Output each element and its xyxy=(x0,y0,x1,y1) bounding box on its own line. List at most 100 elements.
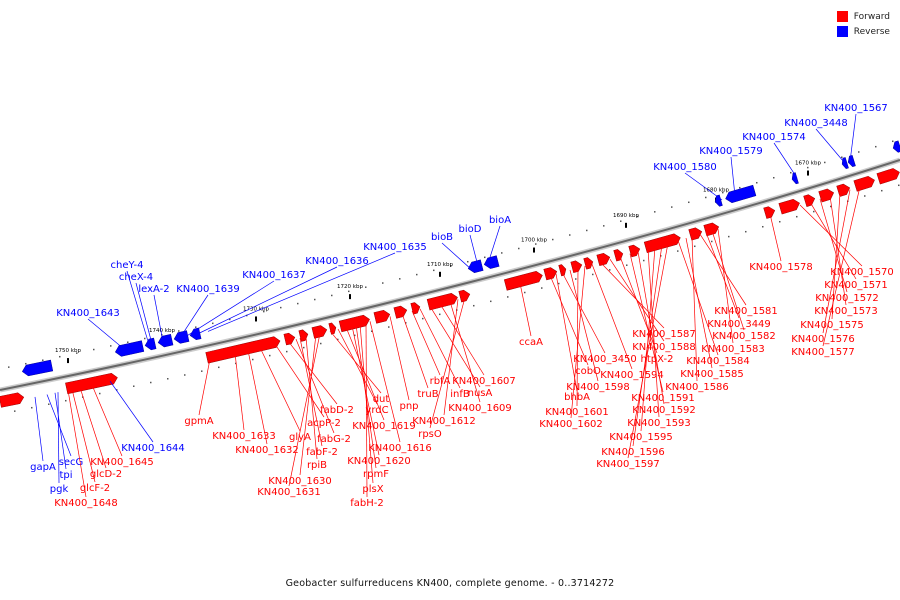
gene-label-plsx: plsX xyxy=(362,484,383,495)
ruler-dot xyxy=(694,245,696,248)
leader-glya xyxy=(259,347,301,432)
ruler-dot xyxy=(484,256,486,259)
gene-label-kn400-1643: KN400_1643 xyxy=(56,308,120,319)
gene-label-ccaa: ccaA xyxy=(519,337,543,348)
forward-gene-arrow xyxy=(458,289,471,303)
ruler-dot xyxy=(405,322,407,324)
forward-gene-arrow xyxy=(426,292,458,311)
leader-tpi xyxy=(54,392,67,470)
leader-kn400-1571 xyxy=(809,201,857,280)
ruler-dot xyxy=(303,346,305,349)
ruler-dot xyxy=(575,278,577,280)
leader-gapa xyxy=(34,396,44,462)
ruler-dot xyxy=(229,318,231,321)
forward-gene-arrow xyxy=(596,252,611,267)
gene-label-kn400-3450: KN400_3450 xyxy=(573,354,637,365)
forward-gene-arrow xyxy=(543,267,558,281)
ruler-tick xyxy=(625,222,627,228)
leader-kn400-1644 xyxy=(109,380,154,443)
ruler-dot xyxy=(875,145,877,148)
leader-kn400-1637 xyxy=(185,280,275,337)
forward-gene-arrow xyxy=(818,188,835,203)
leader-kn400-1616 xyxy=(369,321,401,443)
ruler-dot xyxy=(830,205,832,208)
gene-label-yrdc: yrdC xyxy=(365,405,388,416)
reverse-gene-arrow xyxy=(847,154,856,167)
gene-label-kn400-1601: KN400_1601 xyxy=(545,407,609,418)
ruler-dot xyxy=(864,195,866,197)
ruler-dot xyxy=(280,306,282,309)
ruler-dot xyxy=(320,342,322,345)
leader-cobo xyxy=(549,275,589,366)
ruler-dot xyxy=(99,392,101,395)
reverse-gene-arrow xyxy=(173,330,190,344)
ruler-dot xyxy=(518,247,520,250)
ruler-dot xyxy=(382,282,384,284)
reverse-gene-arrow xyxy=(144,337,157,351)
leader-yrdc xyxy=(337,328,378,405)
gene-label-kn400-1635: KN400_1635 xyxy=(363,242,427,253)
ruler-dot xyxy=(858,151,860,153)
ruler-dot xyxy=(558,282,560,285)
ruler-dot xyxy=(439,313,441,316)
gene-label-kn400-1632: KN400_1632 xyxy=(235,445,299,456)
gene-label-kn400-1577: KN400_1577 xyxy=(791,347,855,358)
ruler-dot xyxy=(688,201,690,204)
leader-kn400-1630 xyxy=(299,334,317,476)
leader-kn400-1567 xyxy=(849,113,857,162)
ruler-dot xyxy=(116,389,118,391)
gene-label-kn400-1630: KN400_1630 xyxy=(268,476,332,487)
ruler-tick-label: 1740 kbp xyxy=(149,328,175,334)
leader-kn400-1619 xyxy=(345,326,385,421)
ruler-dot xyxy=(59,355,61,358)
forward-gene-arrow xyxy=(876,168,900,185)
gene-label-fabh-2: fabH-2 xyxy=(350,498,384,509)
ruler-dot xyxy=(354,334,356,337)
ruler-dot xyxy=(184,374,186,376)
gene-label-kn400-1576: KN400_1576 xyxy=(791,334,855,345)
gene-label-kn400-1598: KN400_1598 xyxy=(566,382,630,393)
legend-reverse: Reverse xyxy=(836,24,890,39)
gene-label-kn400-1631: KN400_1631 xyxy=(257,487,321,498)
ruler-dot xyxy=(813,210,815,213)
ruler-tick-label: 1670 kbp xyxy=(795,161,821,167)
gene-label-gpma: gpmA xyxy=(184,416,213,427)
gene-label-rpib: rpiB xyxy=(307,460,327,471)
ruler-dot xyxy=(201,370,203,372)
leader-kn400-1597 xyxy=(627,243,669,459)
ruler-dot xyxy=(535,243,537,245)
leader-kn400-1587 xyxy=(599,261,665,329)
leader-kn400-1582 xyxy=(711,230,745,331)
gene-label-kn400-1581: KN400_1581 xyxy=(714,306,778,317)
leader-kn400-1593 xyxy=(647,248,660,418)
gene-label-kn400-1588: KN400_1588 xyxy=(632,342,696,353)
leader-kn400-1580 xyxy=(684,172,723,201)
gene-label-kn400-1644: KN400_1644 xyxy=(121,443,185,454)
ruler-dot xyxy=(25,362,27,365)
gene-label-infb: infB xyxy=(450,389,470,400)
genome-caption: Geobacter sulfurreducens KN400, complete… xyxy=(285,578,615,589)
ruler-dot xyxy=(762,225,764,228)
ruler-dot xyxy=(796,215,798,218)
gene-label-kn400-1616: KN400_1616 xyxy=(368,443,432,454)
gene-label-kn400-1580: KN400_1580 xyxy=(653,162,717,173)
gene-label-kn400-1609: KN400_1609 xyxy=(448,403,512,414)
gene-label-fabg-2: fabG-2 xyxy=(317,434,351,445)
ruler-dot xyxy=(524,291,526,294)
gene-label-kn400-1572: KN400_1572 xyxy=(815,293,879,304)
forward-gene-arrow xyxy=(283,332,296,346)
gene-label-kn400-1571: KN400_1571 xyxy=(824,280,888,291)
leader-kn400-1631 xyxy=(288,333,321,487)
ruler-dot xyxy=(728,235,730,238)
ruler-tick-label: 1700 kbp xyxy=(521,238,547,244)
ruler-tick-label: 1730 kbp xyxy=(243,306,269,312)
ruler-dot xyxy=(314,298,316,301)
gene-label-kn400-1595: KN400_1595 xyxy=(609,432,673,443)
gene-label-acpp-2: acpP-2 xyxy=(307,418,341,429)
leader-kn400-1602 xyxy=(570,265,586,419)
ruler-dot xyxy=(507,296,509,298)
ruler-dot xyxy=(773,176,775,179)
leader-kn400-1577 xyxy=(822,186,861,347)
forward-gene-arrow xyxy=(503,271,543,291)
ruler-dot xyxy=(388,326,390,328)
